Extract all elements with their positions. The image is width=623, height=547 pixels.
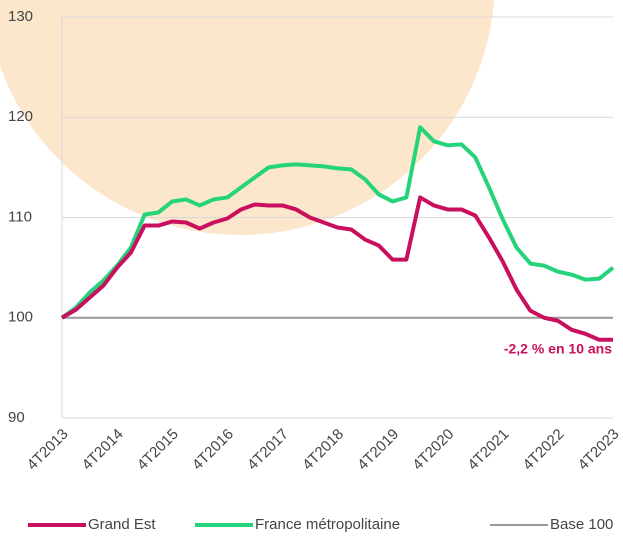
annotation: -2,2 % en 10 ans [504, 341, 612, 357]
x-tick-label: 4T2020 [409, 426, 457, 474]
legend-label: France métropolitaine [255, 516, 400, 533]
x-tick-label: 4T2017 [244, 426, 292, 474]
line-series [60, 125, 615, 320]
y-tick-label: 130 [8, 8, 33, 25]
x-tick-label: 4T2021 [464, 426, 512, 474]
y-tick-label: 90 [8, 409, 25, 426]
y-tick-label: 110 [8, 208, 32, 225]
x-tick-label: 4T2018 [299, 426, 347, 474]
x-tick-label: 4T2023 [575, 426, 623, 474]
y-tick-label: 120 [8, 108, 33, 125]
x-tick-label: 4T2015 [134, 426, 182, 474]
y-tick-label: 100 [8, 309, 33, 326]
line-series [60, 195, 613, 342]
legend-label: Base 100 [550, 516, 613, 533]
x-tick-label: 4T2014 [79, 426, 127, 474]
x-tick-label: 4T2013 [24, 426, 72, 474]
x-tick-label: 4T2016 [189, 426, 237, 474]
x-tick-label: 4T2019 [354, 426, 402, 474]
x-tick-label: 4T2022 [520, 426, 568, 474]
legend-label: Grand Est [88, 516, 156, 533]
